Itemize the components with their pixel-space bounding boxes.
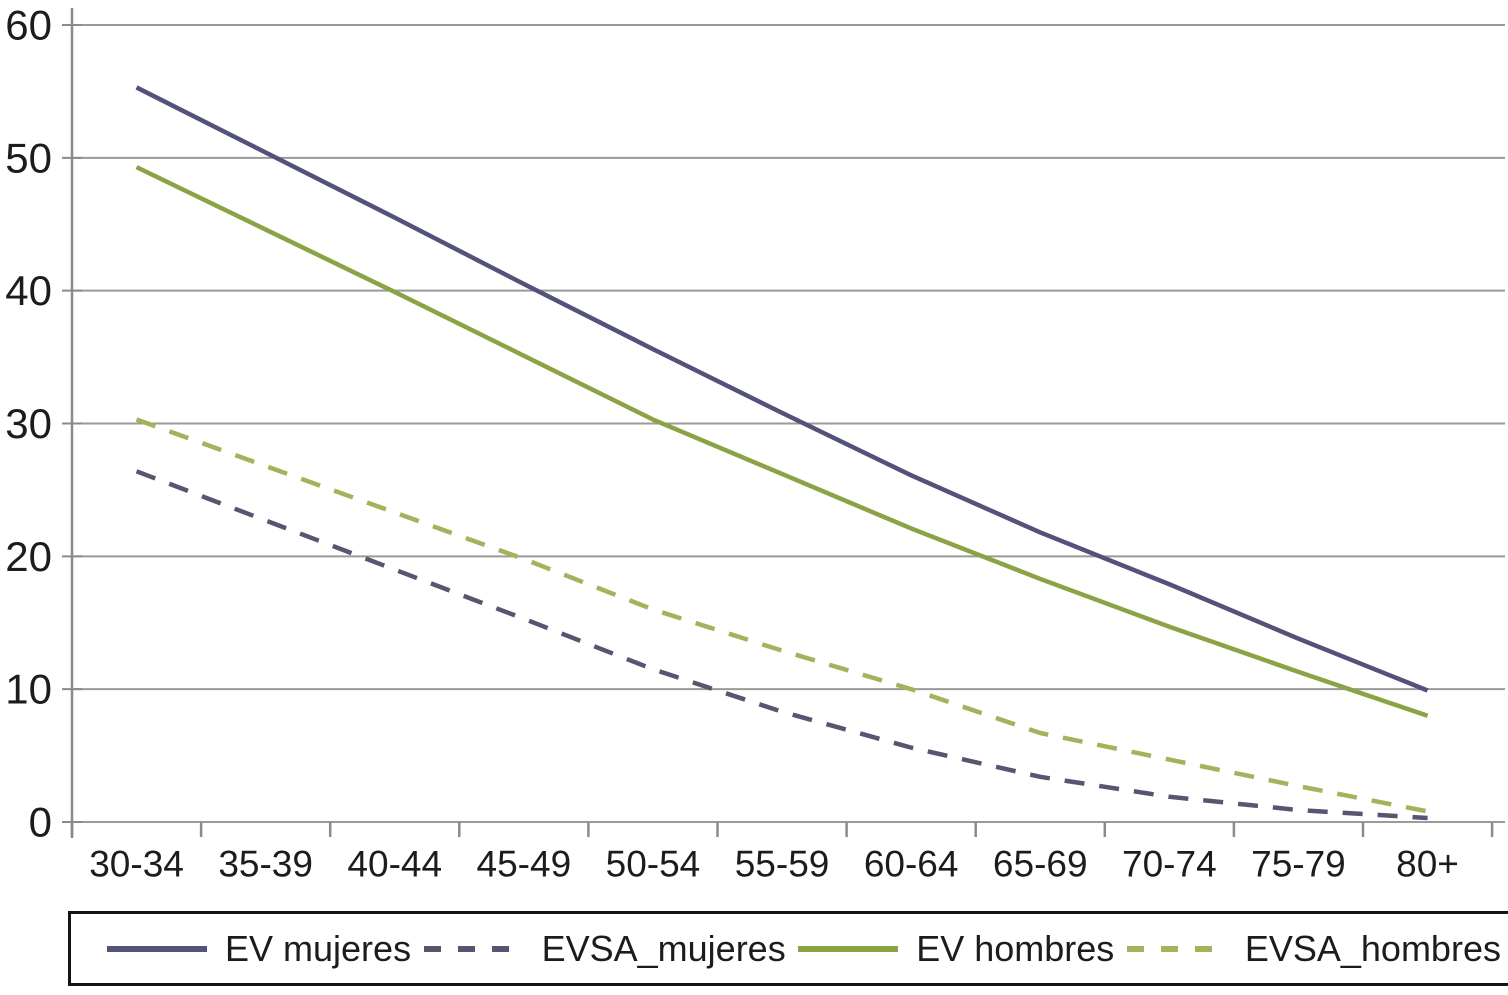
y-tick-label: 0: [29, 799, 52, 846]
y-tick-label: 30: [5, 400, 52, 447]
y-tick-label: 50: [5, 134, 52, 181]
x-axis-label: 80+: [1396, 844, 1459, 885]
legend-item-ev-hombres: EV hombres: [796, 927, 1115, 969]
y-tick-label: 10: [5, 666, 52, 713]
series-line-evsa-mujeres: [135, 469, 1428, 821]
x-axis-label: 30-34: [89, 844, 184, 885]
series-line-ev-mujeres: [135, 85, 1429, 693]
legend-label: EVSA_mujeres: [541, 927, 786, 969]
x-axis-label: 75-79: [1251, 844, 1346, 885]
legend-label: EV mujeres: [225, 927, 412, 969]
series-line-evsa-hombres: [135, 417, 1428, 814]
y-tick-label: 40: [5, 267, 52, 314]
x-axis-label: 35-39: [218, 844, 313, 885]
legend-label: EVSA_hombres: [1244, 927, 1501, 969]
ev-hombres-line-swatch: [798, 945, 899, 952]
y-tick-label: 20: [5, 533, 52, 580]
x-axis-label: 50-54: [606, 844, 701, 885]
y-tick-label: 60: [5, 2, 52, 49]
evsa-hombres-dashed-swatch: [1126, 945, 1227, 952]
legend-item-evsa-mujeres: EVSA_mujeres: [422, 927, 786, 969]
line-chart: 0 10 20 30 40 50 60 30-34 35-39 40-44 45-49 50-54 55…: [5, 2, 1505, 885]
legend: EV mujeres EVSA_mujeres EV hombres EVSA_…: [68, 911, 1508, 986]
ev-mujeres-line-swatch: [107, 945, 207, 952]
x-axis-label: 65-69: [993, 844, 1088, 885]
series-line-ev-hombres: [135, 165, 1429, 718]
x-axis-label: 40-44: [347, 844, 442, 885]
evsa-mujeres-dashed-swatch: [423, 945, 524, 952]
x-axis-label: 45-49: [477, 844, 572, 885]
legend-item-evsa-hombres: EVSA_hombres: [1125, 927, 1501, 969]
legend-label: EV hombres: [916, 927, 1115, 969]
x-axis-label: 60-64: [864, 844, 959, 885]
chart-canvas: 0 10 20 30 40 50 60 30-34 35-39 40-44 45-49 50-54 55…: [5, 2, 1505, 885]
x-axis-label: 70-74: [1122, 844, 1217, 885]
legend-item-ev-mujeres: EV mujeres: [105, 927, 412, 969]
x-axis-label: 55-59: [735, 844, 830, 885]
